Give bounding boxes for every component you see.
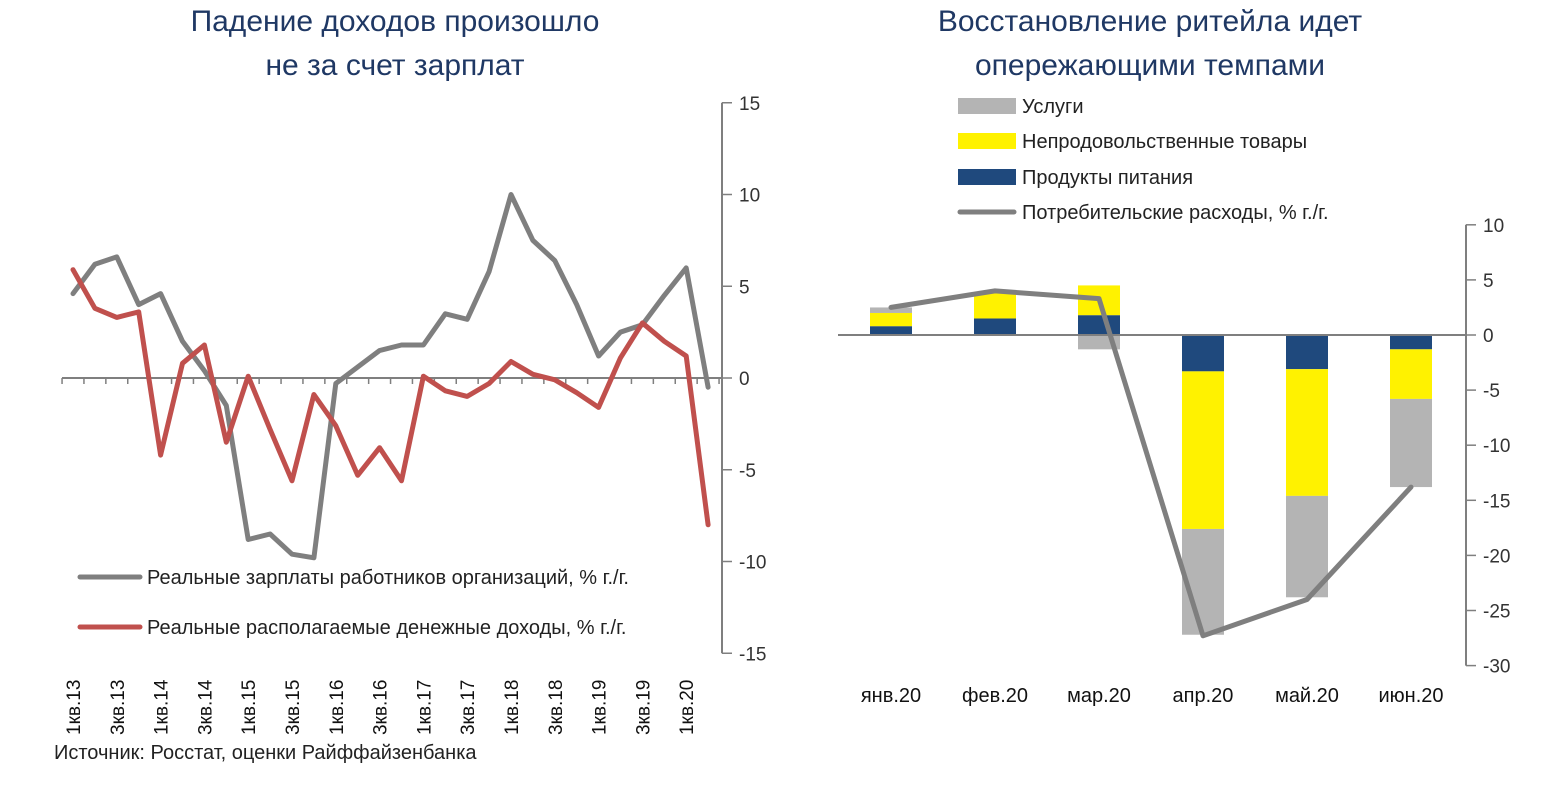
left-x-tick-label: 3кв.15: [283, 680, 304, 735]
right-x-tick-label: май.20: [1275, 685, 1339, 707]
legend-services-swatch: [958, 98, 1016, 114]
legend-nonfood-label: Непродовольственные товары: [1022, 131, 1307, 153]
right-x-tick-label: июн.20: [1378, 685, 1443, 707]
left-x-tick-label: 3кв.19: [633, 680, 654, 735]
wages-series-line: [70, 192, 711, 561]
food-bar: [1078, 315, 1120, 335]
left-y-tick-label: -15: [739, 644, 766, 665]
left-y-tick-label: 15: [739, 94, 760, 115]
legend-nonfood-swatch: [958, 133, 1016, 149]
right-y-tick-label: -10: [1483, 436, 1510, 457]
right-y-tick-label: -20: [1483, 546, 1510, 567]
legend-income-label: Реальные располагаемые денежные доходы, …: [147, 617, 626, 639]
legend-consumption-label: Потребительские расходы, % г./г.: [1022, 202, 1329, 224]
nonfood-bar: [1182, 371, 1224, 529]
services-bar: [1182, 528, 1224, 635]
nonfood-bar: [1390, 349, 1432, 399]
right-y-tick-label: 5: [1483, 271, 1494, 292]
right-title-line-2: опережающими темпами: [974, 49, 1326, 82]
services-bar: [1286, 495, 1328, 598]
food-bar: [1182, 335, 1224, 372]
right-title-line-1: Восстановление ритейла идет: [937, 5, 1363, 38]
left-x-tick-label: 1кв.13: [64, 680, 85, 735]
consumption-series-line: [888, 288, 1414, 639]
right-x-tick-label: мар.20: [1067, 685, 1131, 707]
source-note: Источник: Росстат, оценки Райффайзенбанк…: [54, 742, 477, 764]
food-bar: [1390, 335, 1432, 350]
income-series-line: [70, 267, 711, 528]
left-x-tick-label: 1кв.17: [414, 680, 435, 735]
left-x-tick-label: 1кв.16: [327, 680, 348, 735]
legend-food-swatch: [958, 169, 1016, 185]
left-x-tick-label: 3кв.14: [195, 679, 216, 735]
right-y-tick-label: -15: [1483, 491, 1510, 512]
left-x-tick-label: 1кв.15: [239, 680, 260, 735]
left-x-tick-label: 1кв.20: [677, 680, 698, 735]
left-x-tick-label: 3кв.16: [371, 680, 392, 735]
left-y-tick-label: -10: [739, 553, 766, 574]
right-y-tick-label: 10: [1483, 216, 1504, 237]
right-x-tick-label: апр.20: [1173, 685, 1234, 707]
left-chart-title: Падение доходов произошло не за счет зар…: [140, 0, 650, 88]
nonfood-bar: [870, 312, 912, 327]
left-y-tick-label: 10: [739, 186, 760, 207]
right-x-tick-label: фев.20: [962, 685, 1028, 707]
right-x-tick-label: янв.20: [861, 685, 921, 707]
left-y-tick-label: 5: [739, 277, 750, 298]
left-x-tick-label: 1кв.18: [502, 680, 523, 735]
services-bar: [1390, 398, 1432, 488]
left-title-line-2: не за счет зарплат: [265, 49, 525, 82]
right-chart-title: Восстановление ритейла идет опережающими…: [880, 0, 1420, 88]
right-y-tick-label: -30: [1483, 657, 1510, 678]
legend-food-label: Продукты питания: [1022, 167, 1193, 189]
nonfood-bar: [974, 293, 1016, 319]
food-bar: [870, 326, 912, 335]
right-y-tick-label: -25: [1483, 602, 1510, 623]
food-bar: [974, 318, 1016, 335]
left-x-tick-label: 1кв.19: [590, 680, 611, 735]
legend-wages-label: Реальные зарплаты работников организаций…: [147, 567, 629, 589]
food-bar: [1286, 335, 1328, 370]
left-title-line-1: Падение доходов произошло: [190, 5, 600, 38]
right-y-tick-label: -5: [1483, 381, 1500, 402]
left-x-tick-label: 3кв.17: [458, 680, 479, 735]
left-x-tick-label: 3кв.18: [546, 680, 567, 735]
left-x-tick-label: 3кв.13: [108, 680, 129, 735]
legend-services-label: Услуги: [1022, 96, 1084, 118]
right-y-tick-label: 0: [1483, 326, 1494, 347]
left-y-tick-label: -5: [739, 461, 756, 482]
left-y-tick-label: 0: [739, 369, 750, 390]
nonfood-bar: [1286, 369, 1328, 496]
services-bar: [870, 307, 912, 313]
left-x-tick-label: 1кв.14: [152, 679, 173, 735]
